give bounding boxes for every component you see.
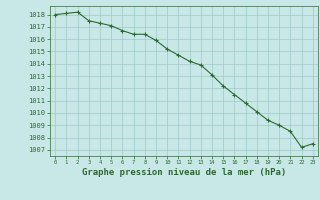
- X-axis label: Graphe pression niveau de la mer (hPa): Graphe pression niveau de la mer (hPa): [82, 168, 286, 177]
